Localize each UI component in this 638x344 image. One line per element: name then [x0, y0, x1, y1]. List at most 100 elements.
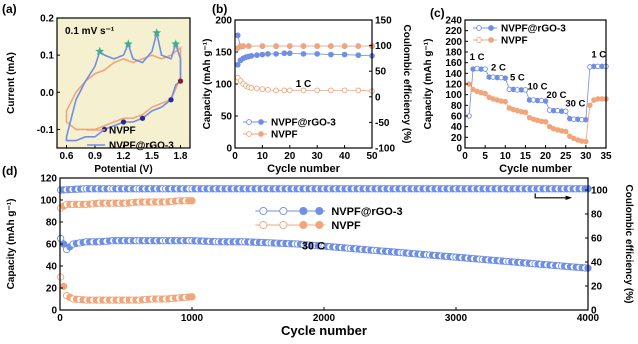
- rate-annotation-b: 1 C: [296, 79, 312, 90]
- x-tick-label-d: 4000: [577, 313, 600, 324]
- y-axis-label-a: Current (mA): [6, 52, 17, 114]
- rate-label: 1 C: [591, 49, 606, 60]
- x-tick-label-c: 20: [540, 151, 552, 162]
- data-point-nvpf: [59, 282, 68, 290]
- data-point-nvpf-rgo: [234, 61, 241, 68]
- y-tick-label-c: 20: [451, 133, 463, 144]
- y-axis-label-c: Capacity (mAh g⁻¹): [423, 39, 434, 130]
- y2-axis-label-b: Coulombic efficiency (%): [401, 25, 412, 144]
- x-tick-label-d: 0: [57, 313, 63, 324]
- x-tick-label-d: 2000: [313, 313, 336, 324]
- legend-label-nvpf: NVPF: [109, 126, 136, 137]
- oxidation-peak-star: [123, 39, 133, 48]
- x-tick-label-c: 35: [600, 151, 612, 162]
- panel-a: 0.6 0.9 1.2 1.5 1.8 -0.1 0.0 0.1 0.2 0.1 mV s⁻¹ NV…: [6, 14, 191, 175]
- x-tick-label-c: 15: [520, 151, 532, 162]
- legend-marker: [279, 206, 288, 216]
- data-point-nvpf: [522, 109, 529, 116]
- series-line: [468, 83, 606, 143]
- data-point-nvpf-rgo: [328, 51, 334, 58]
- y-tick-label-b: 0: [226, 144, 232, 155]
- y-tick-label-c: 80: [451, 101, 463, 112]
- legend-marker: [488, 25, 494, 31]
- y-tick-label-c: 40: [451, 122, 463, 133]
- y-tick-label-b: 150: [215, 48, 232, 59]
- data-point-nvpf-rgo: [273, 51, 279, 57]
- y-axis-label-d: Capacity (mAh g⁻¹): [6, 199, 17, 290]
- legend-marker: [259, 206, 268, 216]
- x-axis-label-a: Potential (V): [94, 164, 152, 175]
- data-point-nvpf-rgo: [281, 50, 288, 57]
- oxidation-peak-star: [152, 28, 162, 37]
- panel-label-c: (c): [430, 6, 445, 20]
- data-point-nvpf: [328, 43, 334, 49]
- reduction-peak-dot: [120, 119, 127, 125]
- y-tick-label-b: 100: [215, 80, 232, 91]
- legend-marker: [258, 119, 264, 125]
- data-point-nvpf: [240, 43, 247, 49]
- data-point-nvpf: [482, 90, 488, 97]
- x-tick-label-b: 40: [339, 151, 351, 162]
- legend-marker: [299, 220, 308, 230]
- panel-label-d: (d): [2, 164, 17, 178]
- rate-annotation-d: 30 C: [302, 241, 325, 253]
- x-tick-label-a: 0.9: [88, 151, 102, 162]
- legend-label-c: NVPF@rGO-3: [501, 24, 566, 35]
- data-point-nvpf-rgo: [482, 66, 488, 72]
- data-point-nvpf-rgo: [286, 50, 293, 57]
- data-point-nvpf-rgo: [259, 51, 266, 58]
- legend-label-nvpf-rgo: NVPF@rGO-3: [109, 141, 174, 152]
- reduction-peak-dot: [139, 115, 146, 121]
- panel-label-a: (a): [2, 2, 17, 16]
- x-tick-label-d: 3000: [445, 313, 468, 324]
- x-tick-label-b: 10: [257, 151, 269, 162]
- y-tick-label-b: 50: [221, 112, 233, 123]
- x-tick-label-c: 30: [580, 151, 592, 162]
- legend-label-d: NVPF@rGO-3: [331, 206, 402, 218]
- data-point-nvpf-rgo: [522, 87, 529, 93]
- y2-tick-label-b: 0: [375, 92, 381, 103]
- data-point-nvpf: [314, 87, 321, 94]
- y-axis-label-b: Capacity (mAh g⁻¹): [202, 39, 213, 130]
- legend-marker: [246, 131, 252, 137]
- y-tick-label-a: 0.1: [40, 51, 54, 62]
- data-point-nvpf: [355, 43, 362, 49]
- y-tick-label-c: 100: [445, 90, 462, 101]
- data-point-nvpf-rgo: [583, 116, 589, 123]
- x-tick-label-b: 0: [232, 151, 238, 162]
- data-point-nvpf: [562, 128, 569, 135]
- data-point-nvpf: [286, 87, 293, 94]
- oxidation-peak-star: [171, 39, 181, 48]
- data-point-nvpf: [328, 87, 334, 94]
- y2-tick-label-b: -50: [375, 118, 390, 129]
- legend-marker: [279, 220, 288, 230]
- y-tick-label-d: 60: [46, 240, 58, 251]
- legend-label-c: NVPF: [501, 36, 528, 47]
- y2-tick-label-d: 100: [591, 186, 608, 197]
- y-tick-label-d: 120: [40, 174, 57, 185]
- legend-marker: [299, 206, 308, 216]
- data-point-nvpf: [273, 87, 279, 94]
- y2-tick-label-d: 20: [591, 282, 603, 293]
- data-point-nvpf: [259, 43, 266, 49]
- y-tick-label-d: 20: [46, 284, 58, 295]
- y-tick-label-c: 180: [445, 48, 462, 59]
- data-point-nvpf: [341, 43, 348, 49]
- data-point-nvpf: [281, 87, 288, 94]
- y2-tick-label-b: 100: [375, 41, 392, 52]
- data-point-nvpf: [286, 43, 293, 49]
- rate-label: 30 C: [565, 98, 585, 109]
- y2-tick-label-d: 60: [591, 234, 603, 245]
- data-point-nvpf: [188, 197, 196, 205]
- data-point-nvpf: [245, 43, 252, 49]
- legend-label-d: NVPF: [331, 220, 361, 232]
- data-point-nvpf-rgo: [248, 52, 255, 59]
- data-point-nvpf-rgo: [234, 32, 241, 39]
- data-point-nvpf-rgo: [314, 51, 321, 57]
- x-tick-label-c: 0: [462, 151, 468, 162]
- y-tick-label-d: 40: [46, 262, 58, 273]
- legend-marker: [488, 37, 494, 43]
- rate-label: 2 C: [491, 63, 506, 74]
- reduction-peak-dot: [168, 97, 174, 103]
- legend-marker: [259, 220, 268, 230]
